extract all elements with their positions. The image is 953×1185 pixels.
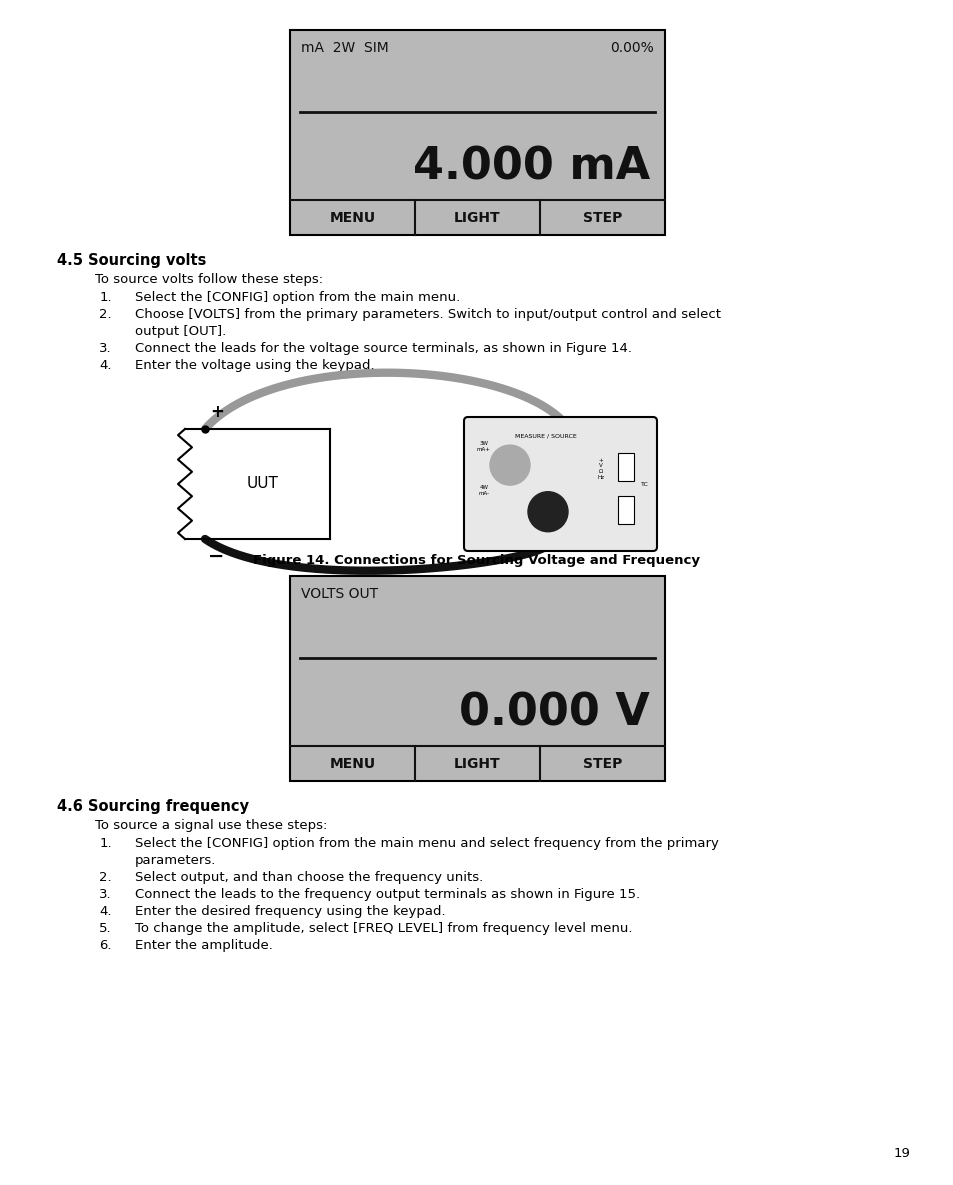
- Text: 19: 19: [892, 1147, 909, 1160]
- Bar: [290, 30, 664, 235]
- Text: STEP: STEP: [582, 756, 621, 770]
- Text: mA  2W  SIM: mA 2W SIM: [301, 41, 388, 55]
- Text: MENU: MENU: [329, 756, 375, 770]
- Text: 3W
mA+: 3W mA+: [476, 441, 491, 451]
- Text: To change the amplitude, select [FREQ LEVEL] from frequency level menu.: To change the amplitude, select [FREQ LE…: [135, 922, 632, 935]
- Text: MEASURE / SOURCE: MEASURE / SOURCE: [515, 433, 576, 438]
- Text: Figure 14. Connections for Sourcing Voltage and Frequency: Figure 14. Connections for Sourcing Volt…: [253, 555, 700, 566]
- Text: 0.00%: 0.00%: [610, 41, 654, 55]
- Text: output [OUT].: output [OUT].: [135, 325, 226, 338]
- Text: To source volts follow these steps:: To source volts follow these steps:: [95, 273, 323, 286]
- Bar: [290, 576, 664, 781]
- Text: +
V
Ω
Hz: + V Ω Hz: [598, 457, 604, 480]
- Text: Select the [CONFIG] option from the main menu and select frequency from the prim: Select the [CONFIG] option from the main…: [135, 837, 719, 850]
- Text: 2.: 2.: [99, 308, 112, 321]
- FancyBboxPatch shape: [463, 417, 657, 551]
- Bar: [618, 497, 634, 524]
- Text: STEP: STEP: [582, 211, 621, 224]
- Text: UUT: UUT: [246, 476, 278, 492]
- Text: parameters.: parameters.: [135, 854, 216, 867]
- Text: 4.: 4.: [99, 905, 112, 918]
- Circle shape: [490, 446, 530, 485]
- Text: MENU: MENU: [329, 211, 375, 224]
- Text: −: −: [208, 547, 224, 566]
- Text: 4.000 mA: 4.000 mA: [413, 146, 649, 188]
- Text: LIGHT: LIGHT: [454, 211, 500, 224]
- Text: 3.: 3.: [99, 342, 112, 356]
- Text: 4.6 Sourcing frequency: 4.6 Sourcing frequency: [57, 799, 249, 814]
- Circle shape: [527, 492, 567, 532]
- Text: Select output, and than choose the frequency units.: Select output, and than choose the frequ…: [135, 871, 483, 884]
- Text: LIGHT: LIGHT: [454, 756, 500, 770]
- Text: 4.: 4.: [99, 359, 112, 372]
- Text: 1.: 1.: [99, 837, 112, 850]
- Text: 1.: 1.: [99, 292, 112, 305]
- Text: Enter the amplitude.: Enter the amplitude.: [135, 939, 273, 952]
- Text: 2.: 2.: [99, 871, 112, 884]
- Text: +: +: [210, 403, 224, 421]
- Text: 3.: 3.: [99, 888, 112, 901]
- Text: 5.: 5.: [99, 922, 112, 935]
- Text: Enter the voltage using the keypad.: Enter the voltage using the keypad.: [135, 359, 375, 372]
- Text: Connect the leads for the voltage source terminals, as shown in Figure 14.: Connect the leads for the voltage source…: [135, 342, 631, 356]
- Text: 4W
mA-: 4W mA-: [478, 485, 489, 495]
- Text: Connect the leads to the frequency output terminals as shown in Figure 15.: Connect the leads to the frequency outpu…: [135, 888, 639, 901]
- Text: VOLTS OUT: VOLTS OUT: [301, 587, 377, 601]
- Text: 6.: 6.: [99, 939, 112, 952]
- Text: Choose [VOLTS] from the primary parameters. Switch to input/output control and s: Choose [VOLTS] from the primary paramete…: [135, 308, 720, 321]
- Text: TC: TC: [640, 481, 648, 487]
- Bar: [618, 454, 634, 481]
- Text: To source a signal use these steps:: To source a signal use these steps:: [95, 819, 327, 832]
- Text: 0.000 V: 0.000 V: [458, 692, 649, 735]
- Text: 4.5 Sourcing volts: 4.5 Sourcing volts: [57, 254, 206, 268]
- Text: Select the [CONFIG] option from the main menu.: Select the [CONFIG] option from the main…: [135, 292, 459, 305]
- Text: Enter the desired frequency using the keypad.: Enter the desired frequency using the ke…: [135, 905, 445, 918]
